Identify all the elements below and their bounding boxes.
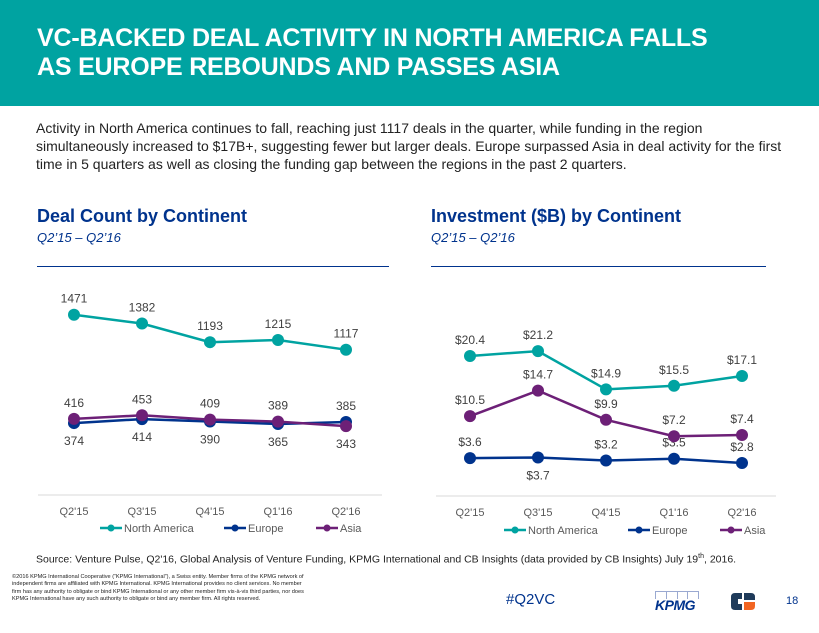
legend-label: Europe (248, 523, 283, 535)
investment-chart-subtitle: Q2’15 – Q2’16 (431, 230, 515, 245)
kpmg-logo: KPMG (655, 591, 700, 616)
data-label: $7.2 (662, 413, 686, 427)
data-point (532, 384, 544, 397)
x-tick-label: Q2'15 (59, 506, 88, 518)
data-label: $3.7 (526, 469, 550, 483)
data-label: 414 (132, 430, 152, 444)
x-tick-label: Q3'15 (523, 507, 552, 519)
data-point (68, 308, 80, 321)
data-label: $3.5 (662, 436, 686, 450)
data-point (204, 336, 216, 349)
data-label: $10.5 (455, 393, 485, 407)
investment-divider (431, 266, 766, 267)
data-point (464, 349, 476, 362)
x-tick-label: Q1'16 (659, 507, 688, 519)
data-label: 1193 (197, 319, 223, 333)
data-point (464, 410, 476, 423)
legal-disclaimer: ©2016 KPMG International Cooperative (“K… (12, 574, 304, 603)
data-point (204, 413, 216, 426)
x-tick-label: Q4'15 (195, 506, 224, 518)
data-point (600, 383, 612, 396)
data-label: 1382 (129, 301, 156, 315)
data-label: $3.6 (458, 435, 482, 449)
data-label: $20.4 (455, 333, 485, 347)
data-label: $14.9 (591, 366, 621, 380)
data-label: 1471 (61, 292, 88, 306)
legend-item: Europe (628, 525, 687, 537)
data-point (272, 415, 284, 428)
hashtag: #Q2VC (506, 591, 556, 608)
legend-label: North America (528, 525, 599, 537)
legend-label: Europe (652, 525, 687, 537)
page-title-line-2: AS EUROPE REBOUNDS AND PASSES ASIA (37, 53, 560, 81)
data-point (136, 409, 148, 422)
investment-chart-title: Investment ($B) by Continent (431, 206, 682, 226)
legend-label: Asia (340, 523, 362, 535)
x-tick-label: Q3'15 (127, 506, 156, 518)
deal-count-divider (37, 266, 389, 267)
data-label: 374 (64, 434, 84, 448)
x-tick-label: Q2'15 (455, 507, 484, 519)
deal-count-chart-title: Deal Count by Continent (37, 206, 247, 226)
data-point (736, 456, 748, 469)
legend-label: North America (124, 523, 195, 535)
legend-item: North America (504, 525, 599, 537)
data-label: 453 (132, 392, 152, 406)
data-point (136, 317, 148, 330)
page-title-line-1: VC-BACKED DEAL ACTIVITY IN NORTH AMERICA… (37, 24, 708, 52)
investment-chart: Q2'15 Q3'15 Q4'15 Q1'16 Q2'16 $20.4 $21.2 $14.9… (436, 328, 776, 537)
data-point (668, 452, 680, 465)
data-point (532, 345, 544, 358)
data-point (340, 343, 352, 356)
data-point (532, 451, 544, 464)
source-note: Source: Venture Pulse, Q2'16, Global Ana… (36, 553, 737, 566)
data-label: 1117 (334, 327, 359, 341)
x-tick-label: Q1'16 (263, 506, 292, 518)
header-banner: VC-BACKED DEAL ACTIVITY IN NORTH AMERICA… (0, 0, 819, 106)
data-label: 1215 (265, 317, 292, 331)
data-point (668, 430, 680, 443)
data-label: 365 (268, 435, 288, 449)
data-point (736, 370, 748, 383)
data-label: 385 (336, 399, 356, 413)
data-label: $7.4 (730, 412, 754, 426)
data-label: $15.5 (659, 363, 689, 377)
data-label: 389 (268, 399, 288, 413)
deal-count-chart: Q2'15 Q3'15 Q4'15 Q1'16 Q2'16 1471 1382 1193 121… (38, 292, 382, 535)
data-label: $21.2 (523, 328, 553, 342)
data-label: $3.2 (594, 438, 618, 452)
data-point (736, 429, 748, 442)
x-tick-label: Q2'16 (727, 507, 756, 519)
kpmg-logo-text: KPMG (655, 597, 696, 613)
x-tick-label: Q4'15 (591, 507, 620, 519)
legend-item: Asia (720, 525, 766, 537)
cb-insights-logo (731, 593, 755, 610)
data-point (272, 334, 284, 347)
data-label: 409 (200, 397, 220, 411)
data-point (600, 454, 612, 467)
legend-label: Asia (744, 525, 766, 537)
data-label: 343 (336, 437, 356, 451)
intro-paragraph: Activity in North America continues to f… (36, 120, 782, 172)
data-point (464, 452, 476, 465)
page-number: 18 (786, 595, 799, 607)
legend-item: Europe (224, 523, 283, 535)
data-point (68, 412, 80, 425)
kpmg-logo-boxes (655, 591, 699, 599)
legend-item: Asia (316, 523, 362, 535)
x-tick-label: Q2'16 (331, 506, 360, 518)
data-label: 416 (64, 396, 84, 410)
data-point (600, 413, 612, 426)
data-label: $2.8 (730, 440, 754, 454)
data-label: $9.9 (594, 397, 618, 411)
page-title: VC-BACKED DEAL ACTIVITY IN NORTH AMERICA… (37, 24, 797, 82)
legend-item: North America (100, 523, 195, 535)
deal-count-chart-subtitle: Q2’15 – Q2’16 (37, 230, 121, 245)
data-point (668, 379, 680, 392)
data-label: $14.7 (523, 368, 553, 382)
data-label: $17.1 (727, 353, 757, 367)
data-label: 390 (200, 432, 220, 446)
data-point (340, 420, 352, 433)
